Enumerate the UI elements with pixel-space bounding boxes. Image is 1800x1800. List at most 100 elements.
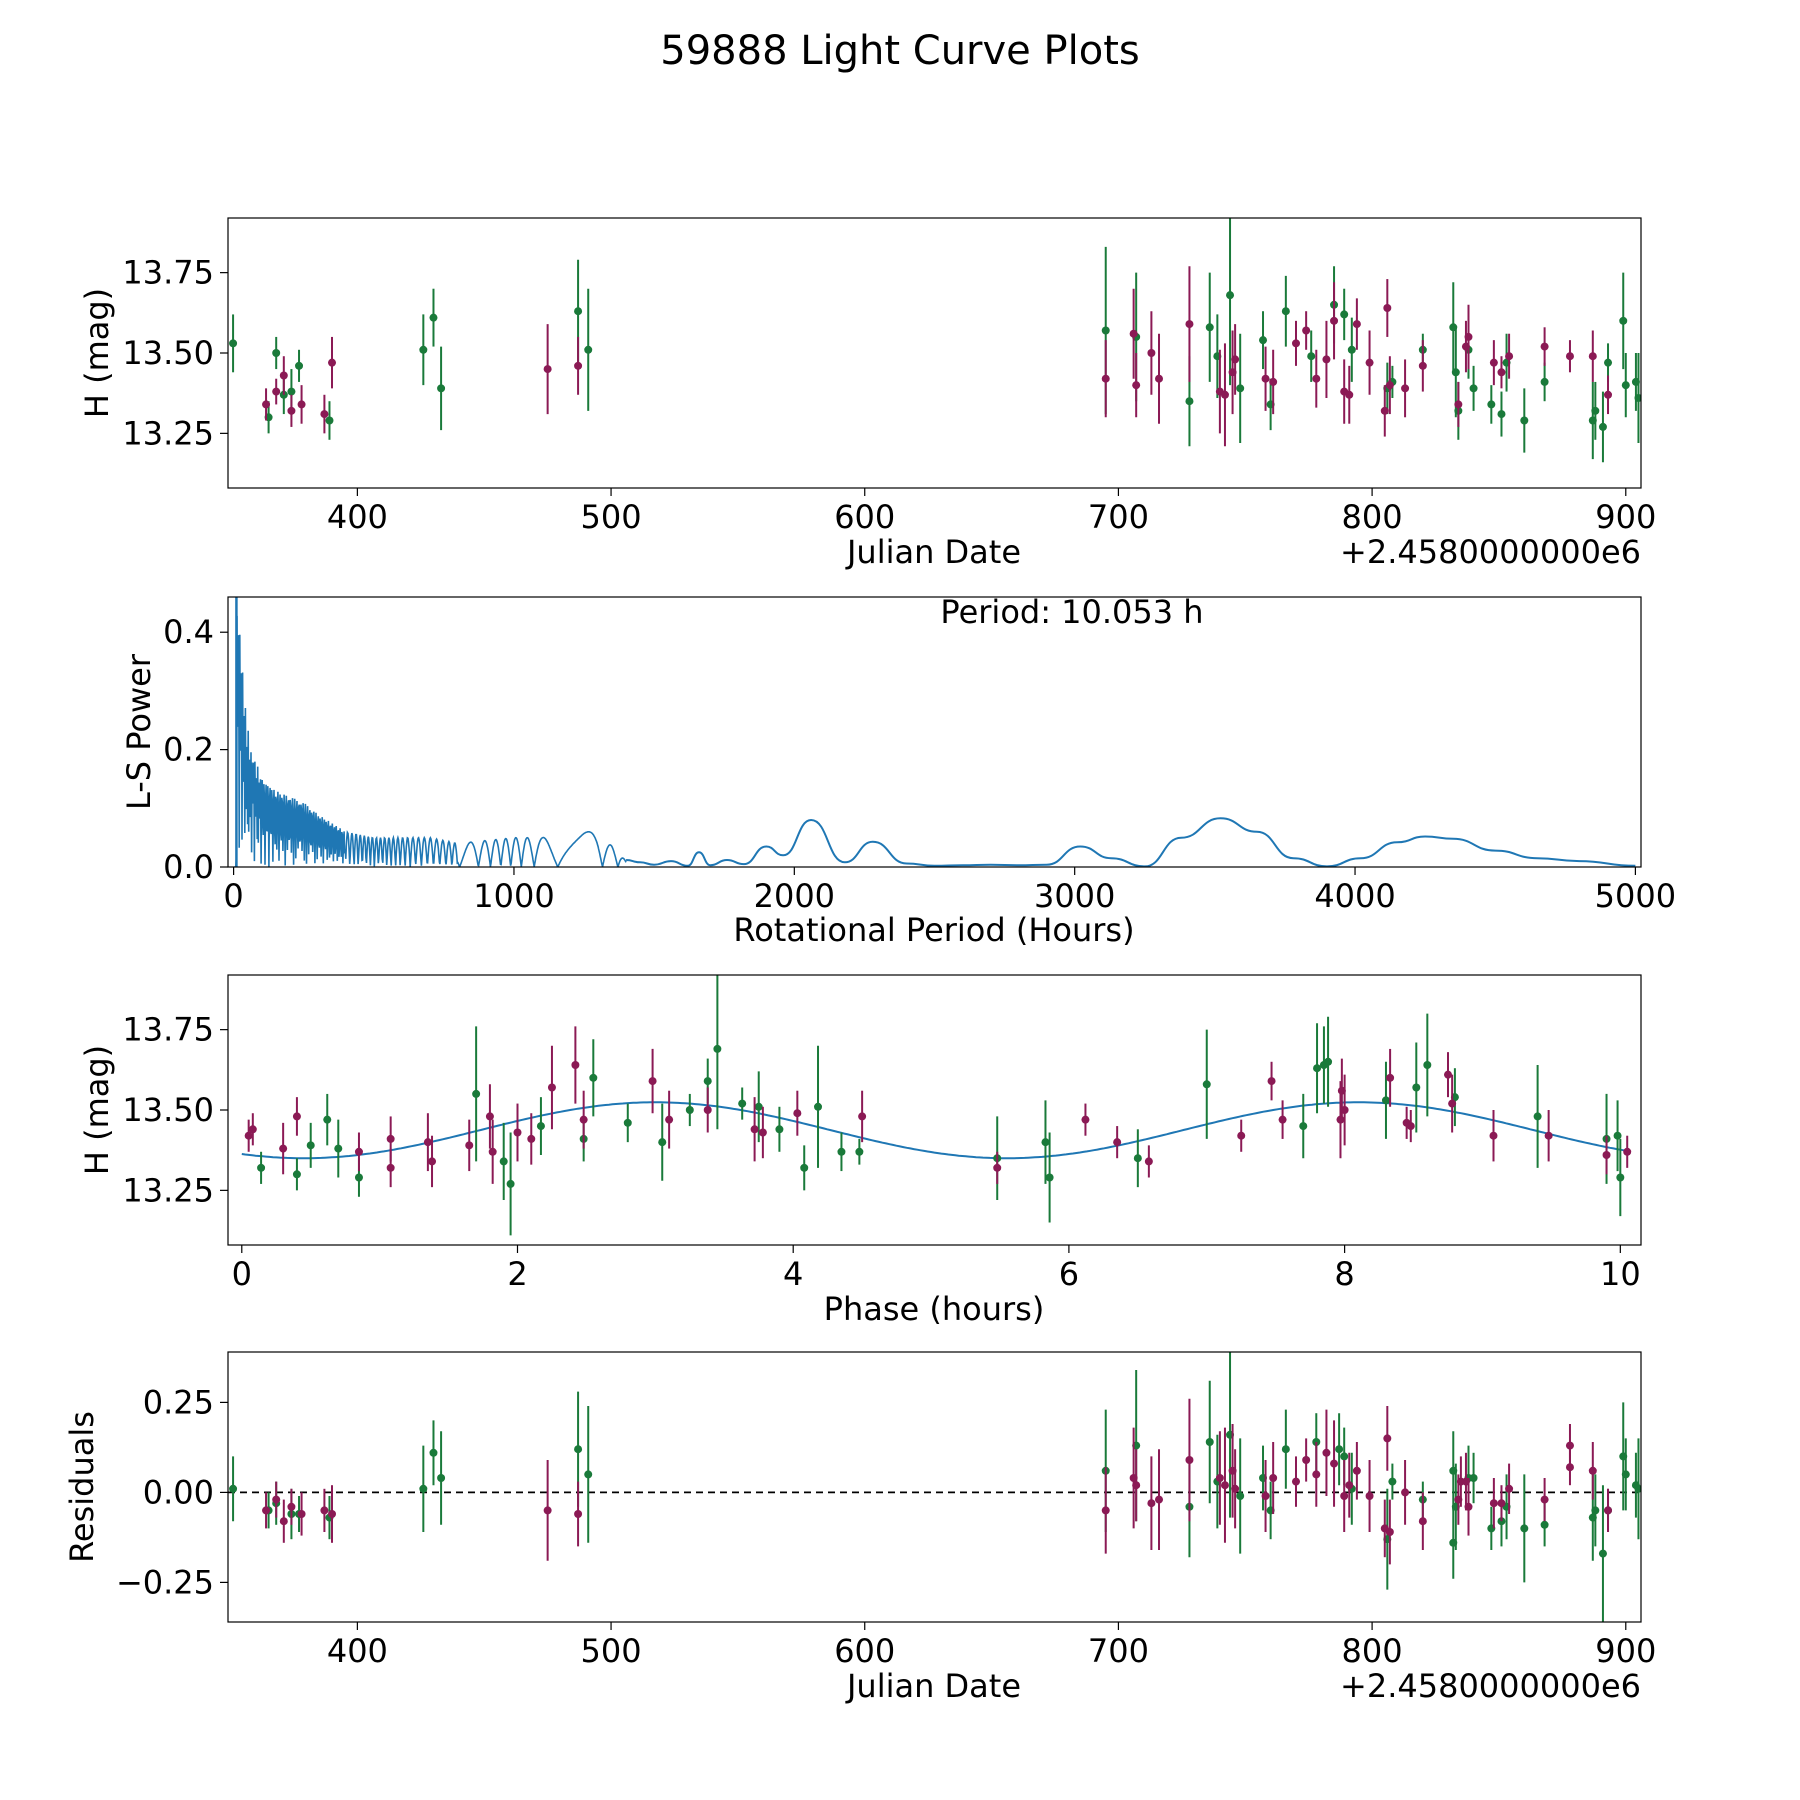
phased-point-purple bbox=[579, 1115, 588, 1124]
residuals-point-green bbox=[1634, 1484, 1641, 1493]
phased-point-purple bbox=[1081, 1115, 1090, 1124]
lightcurve-xtick-label: 800 bbox=[1342, 498, 1403, 536]
lightcurve-ticks: 400 500 600 700 800 900 13.25 13.50 13.75 bbox=[122, 254, 1656, 536]
phased-point-green bbox=[623, 1118, 632, 1127]
lightcurve-point-green bbox=[1540, 377, 1549, 386]
lightcurve-point-purple bbox=[1155, 374, 1164, 383]
phased-point-purple bbox=[1144, 1157, 1153, 1166]
panel-phased: 0 2 4 6 8 10 13.25 13.50 13.75 H (mag) Phase (ho… bbox=[78, 974, 1642, 1328]
phased-point-green bbox=[323, 1115, 332, 1124]
residuals-point-purple bbox=[1352, 1466, 1361, 1475]
residuals-point-green bbox=[1469, 1474, 1478, 1482]
phased-point-purple bbox=[648, 1077, 657, 1086]
periodogram-dense-line bbox=[234, 615, 627, 867]
lightcurve-point-green bbox=[1621, 381, 1630, 390]
lightcurve-point-purple bbox=[272, 387, 281, 396]
lightcurve-point-purple bbox=[1418, 361, 1427, 370]
lightcurve-point-purple bbox=[1147, 349, 1156, 357]
residuals-point-purple bbox=[1155, 1495, 1164, 1504]
phased-point-green bbox=[685, 1106, 694, 1114]
phased-ticks: 0 2 4 6 8 10 13.25 13.50 13.75 bbox=[122, 1011, 1640, 1293]
residuals-marks bbox=[228, 1352, 1641, 1622]
lightcurve-point-purple bbox=[1489, 358, 1498, 367]
phased-point-green bbox=[814, 1102, 823, 1111]
phased-point-purple bbox=[1544, 1131, 1553, 1140]
lightcurve-point-green bbox=[1451, 368, 1460, 377]
lightcurve-point-purple bbox=[1565, 352, 1574, 361]
phased-point-purple bbox=[386, 1134, 395, 1143]
residuals-point-green bbox=[229, 1484, 238, 1493]
lightcurve-point-purple bbox=[1345, 390, 1354, 399]
residuals-point-purple bbox=[328, 1510, 337, 1518]
phased-point-green bbox=[800, 1163, 809, 1172]
residuals-point-purple bbox=[297, 1510, 306, 1518]
phased-point-purple bbox=[1489, 1131, 1498, 1140]
phased-point-purple bbox=[1267, 1077, 1276, 1086]
phased-point-green bbox=[292, 1170, 301, 1179]
residuals-xtick-label: 400 bbox=[327, 1632, 388, 1670]
lightcurve-point-green bbox=[574, 307, 583, 316]
lightcurve-point-green bbox=[1598, 422, 1607, 431]
phased-point-purple bbox=[1340, 1106, 1349, 1114]
lightcurve-point-purple bbox=[320, 410, 329, 419]
periodogram-xtick-label: 0 bbox=[223, 877, 243, 915]
periodogram-marks bbox=[234, 597, 1636, 867]
lightcurve-point-purple bbox=[1185, 320, 1194, 329]
residuals-ticks: 400 500 600 700 800 900 −0.25 0.00 0.25 bbox=[116, 1383, 1656, 1670]
residuals-point-purple bbox=[1383, 1434, 1392, 1443]
residuals-point-purple bbox=[1261, 1492, 1270, 1500]
residuals-point-green bbox=[1520, 1524, 1529, 1533]
phased-point-purple bbox=[750, 1125, 759, 1134]
phased-point-green bbox=[713, 1044, 722, 1053]
lightcurve-point-purple bbox=[1454, 400, 1463, 409]
residuals-ytick-label: 0.25 bbox=[143, 1383, 214, 1421]
residuals-point-green bbox=[419, 1484, 428, 1493]
phased-point-purple bbox=[292, 1112, 301, 1121]
periodogram-xlabel: Rotational Period (Hours) bbox=[733, 911, 1134, 949]
lightcurve-xtick-label: 500 bbox=[581, 498, 642, 536]
phased-point-green bbox=[1412, 1083, 1421, 1092]
phased-point-green bbox=[472, 1089, 481, 1098]
phased-point-purple bbox=[248, 1125, 257, 1134]
lightcurve-point-green bbox=[1340, 310, 1349, 319]
lightcurve-point-purple bbox=[1302, 326, 1311, 335]
phased-point-green bbox=[1613, 1131, 1622, 1140]
phased-point-purple bbox=[279, 1144, 288, 1153]
lightcurve-point-green bbox=[1469, 384, 1478, 393]
phased-point-purple bbox=[1237, 1131, 1246, 1140]
periodogram-xtick-label: 2000 bbox=[754, 877, 835, 915]
periodogram-xtick-label: 5000 bbox=[1595, 877, 1676, 915]
phased-point-green bbox=[354, 1173, 363, 1182]
residuals-point-green bbox=[437, 1474, 446, 1482]
phased-ylabel: H (mag) bbox=[78, 1045, 116, 1175]
phased-point-green bbox=[1533, 1112, 1542, 1121]
lightcurve-point-green bbox=[1634, 394, 1641, 402]
lightcurve-point-purple bbox=[262, 400, 271, 409]
periodogram-ytick-label: 0.4 bbox=[163, 613, 214, 651]
phased-ytick-label: 13.50 bbox=[122, 1091, 214, 1129]
phased-point-purple bbox=[703, 1106, 712, 1114]
residuals-xtick-label: 500 bbox=[581, 1632, 642, 1670]
lightcurve-point-green bbox=[584, 345, 593, 354]
phased-point-green bbox=[306, 1141, 315, 1150]
residuals-point-purple bbox=[1185, 1456, 1194, 1464]
residuals-point-purple bbox=[574, 1510, 583, 1518]
phased-point-green bbox=[837, 1147, 846, 1156]
residuals-point-purple bbox=[1464, 1502, 1473, 1511]
residuals-point-purple bbox=[1604, 1506, 1613, 1515]
lightcurve-point-green bbox=[1487, 400, 1496, 409]
lightcurve-point-purple bbox=[543, 365, 552, 374]
phased-point-purple bbox=[1444, 1070, 1453, 1079]
lightcurve-point-purple bbox=[1540, 342, 1549, 351]
phased-point-purple bbox=[423, 1138, 432, 1147]
panel-periodogram: 0 1000 2000 3000 4000 5000 0.0 0.2 0.4 L-S Power… bbox=[120, 593, 1676, 949]
residuals-frame bbox=[227, 1351, 1642, 1623]
phased-ytick-label: 13.75 bbox=[122, 1011, 214, 1049]
phased-point-green bbox=[855, 1147, 864, 1156]
phased-point-purple bbox=[244, 1131, 253, 1140]
lightcurve-point-purple bbox=[1269, 377, 1278, 386]
lightcurve-frame bbox=[227, 217, 1642, 489]
residuals-xlabel: Julian Date bbox=[845, 1667, 1021, 1705]
phased-point-green bbox=[1616, 1173, 1625, 1182]
phased-point-purple bbox=[485, 1112, 494, 1121]
